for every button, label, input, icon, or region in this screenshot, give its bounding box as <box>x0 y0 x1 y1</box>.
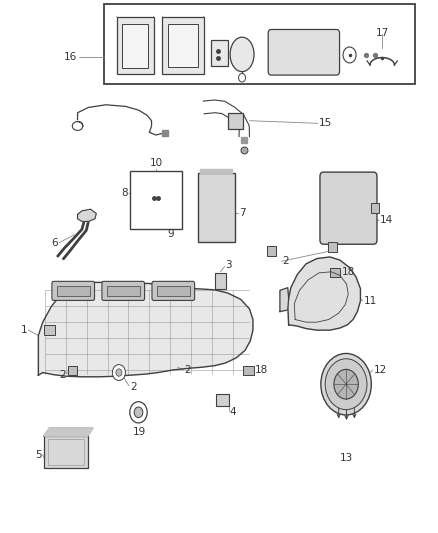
Polygon shape <box>78 209 96 221</box>
Text: 2: 2 <box>59 370 66 380</box>
Bar <box>162 17 204 74</box>
FancyBboxPatch shape <box>102 281 145 301</box>
Circle shape <box>321 353 371 415</box>
Bar <box>371 203 379 214</box>
Text: 18: 18 <box>255 366 268 375</box>
FancyBboxPatch shape <box>268 29 339 75</box>
Text: 4: 4 <box>230 407 236 417</box>
Text: 3: 3 <box>226 261 232 270</box>
Circle shape <box>130 402 147 423</box>
Bar <box>47 439 84 465</box>
Text: 8: 8 <box>121 188 127 198</box>
Text: 2: 2 <box>184 365 191 375</box>
Circle shape <box>334 369 358 399</box>
Text: 2: 2 <box>282 256 289 266</box>
Text: 12: 12 <box>374 365 387 375</box>
Circle shape <box>116 369 122 376</box>
Bar <box>243 366 254 375</box>
Bar <box>215 394 229 406</box>
FancyBboxPatch shape <box>52 281 95 301</box>
Circle shape <box>239 74 246 82</box>
Text: 1: 1 <box>21 325 28 335</box>
Bar <box>104 4 415 84</box>
Polygon shape <box>39 282 253 377</box>
Polygon shape <box>280 288 289 312</box>
Text: 14: 14 <box>380 215 393 225</box>
FancyBboxPatch shape <box>152 281 194 301</box>
Bar <box>67 366 77 375</box>
Bar <box>107 286 140 296</box>
Bar <box>44 436 88 468</box>
Bar <box>130 171 182 229</box>
Text: 10: 10 <box>149 158 162 168</box>
Bar <box>211 39 228 66</box>
Polygon shape <box>288 257 360 330</box>
Bar <box>117 17 154 74</box>
Bar <box>215 273 226 289</box>
Bar <box>267 246 276 256</box>
Text: 7: 7 <box>240 208 246 219</box>
Circle shape <box>343 47 356 63</box>
Bar <box>198 173 235 242</box>
Text: 5: 5 <box>35 450 42 460</box>
Text: 15: 15 <box>319 118 332 128</box>
Polygon shape <box>44 428 93 436</box>
Circle shape <box>113 365 125 381</box>
Text: 17: 17 <box>375 28 389 38</box>
Text: 13: 13 <box>340 453 353 463</box>
Text: 18: 18 <box>342 267 355 277</box>
Text: 6: 6 <box>51 238 58 248</box>
Text: 16: 16 <box>64 52 78 62</box>
Bar <box>228 113 243 128</box>
Bar <box>328 242 336 252</box>
Circle shape <box>325 359 367 410</box>
Polygon shape <box>200 169 232 173</box>
Text: 19: 19 <box>133 426 146 437</box>
Bar <box>44 325 55 335</box>
Bar <box>168 23 198 67</box>
Ellipse shape <box>230 37 254 71</box>
Bar <box>57 286 90 296</box>
Text: 2: 2 <box>130 382 136 392</box>
Circle shape <box>134 407 143 418</box>
Text: 9: 9 <box>168 229 174 239</box>
Bar <box>122 24 148 68</box>
Text: 11: 11 <box>364 296 377 306</box>
Bar <box>330 268 339 277</box>
Bar <box>157 286 190 296</box>
FancyBboxPatch shape <box>320 172 377 244</box>
